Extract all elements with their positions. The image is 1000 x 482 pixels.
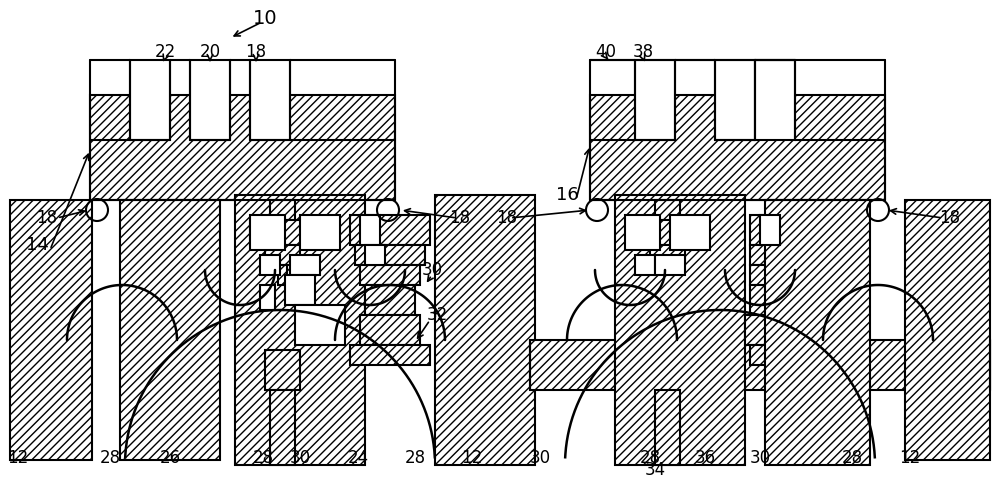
Text: 22: 22 — [154, 43, 176, 61]
Text: 18: 18 — [496, 209, 518, 227]
Text: 28: 28 — [404, 449, 426, 467]
Bar — [750, 245, 820, 265]
Bar — [265, 245, 300, 265]
Bar — [905, 200, 990, 460]
Text: 36: 36 — [694, 449, 716, 467]
Bar — [655, 200, 680, 220]
Text: 18: 18 — [36, 209, 58, 227]
Bar — [350, 215, 430, 245]
Text: 18: 18 — [449, 209, 471, 227]
Bar — [130, 60, 170, 140]
Text: 10: 10 — [253, 9, 277, 27]
Bar — [250, 220, 315, 245]
Bar — [750, 285, 800, 315]
Text: 20: 20 — [199, 43, 221, 61]
Text: 16: 16 — [556, 186, 578, 204]
Bar — [650, 245, 685, 265]
Bar — [615, 195, 745, 465]
Text: 28: 28 — [99, 449, 121, 467]
Text: 34: 34 — [644, 461, 666, 479]
Bar — [750, 215, 830, 245]
Bar — [190, 60, 230, 140]
Bar — [260, 285, 275, 310]
Bar — [120, 200, 220, 460]
Text: 18: 18 — [245, 43, 267, 61]
Bar — [750, 265, 810, 285]
Bar — [285, 275, 315, 305]
Bar — [295, 305, 345, 345]
Bar — [635, 60, 675, 140]
Bar — [265, 350, 300, 390]
Bar — [235, 195, 365, 465]
Bar — [435, 195, 535, 465]
Bar — [250, 60, 290, 140]
Bar — [365, 245, 385, 265]
Bar — [625, 215, 660, 250]
Bar — [655, 255, 685, 275]
Text: 24: 24 — [347, 449, 369, 467]
Bar — [655, 390, 680, 465]
Bar — [360, 265, 420, 285]
Bar — [290, 255, 320, 275]
Bar — [360, 315, 420, 345]
Bar — [250, 215, 285, 250]
Bar — [755, 60, 795, 140]
Text: 30: 30 — [749, 449, 771, 467]
Bar — [715, 60, 755, 140]
Bar — [750, 345, 830, 365]
Text: 28: 28 — [841, 449, 863, 467]
Text: 28: 28 — [252, 449, 274, 467]
Bar — [360, 215, 380, 245]
Text: 38: 38 — [632, 43, 654, 61]
Text: 30: 30 — [421, 261, 443, 279]
Bar — [765, 200, 870, 465]
Bar — [635, 255, 655, 275]
Bar — [278, 265, 287, 285]
Bar — [760, 215, 780, 245]
Bar — [300, 215, 340, 250]
Bar — [590, 95, 885, 200]
Bar — [745, 315, 805, 345]
Text: 12: 12 — [899, 449, 921, 467]
Bar — [10, 200, 92, 460]
Bar — [365, 285, 415, 315]
Bar — [260, 255, 280, 275]
Text: 14: 14 — [26, 236, 48, 254]
Text: 40: 40 — [596, 43, 616, 61]
Bar — [270, 200, 295, 220]
Text: 28: 28 — [639, 449, 661, 467]
Text: 18: 18 — [939, 209, 961, 227]
Text: 12: 12 — [461, 449, 483, 467]
Bar — [670, 215, 710, 250]
Bar — [350, 345, 430, 365]
Bar — [270, 390, 295, 465]
Text: 12: 12 — [7, 449, 29, 467]
Text: 30: 30 — [529, 449, 551, 467]
Bar — [355, 245, 425, 265]
Text: 26: 26 — [159, 449, 181, 467]
Bar — [530, 340, 990, 390]
Bar — [635, 220, 700, 245]
Bar — [90, 95, 395, 200]
Text: 32: 32 — [426, 306, 448, 324]
Text: 30: 30 — [289, 449, 311, 467]
